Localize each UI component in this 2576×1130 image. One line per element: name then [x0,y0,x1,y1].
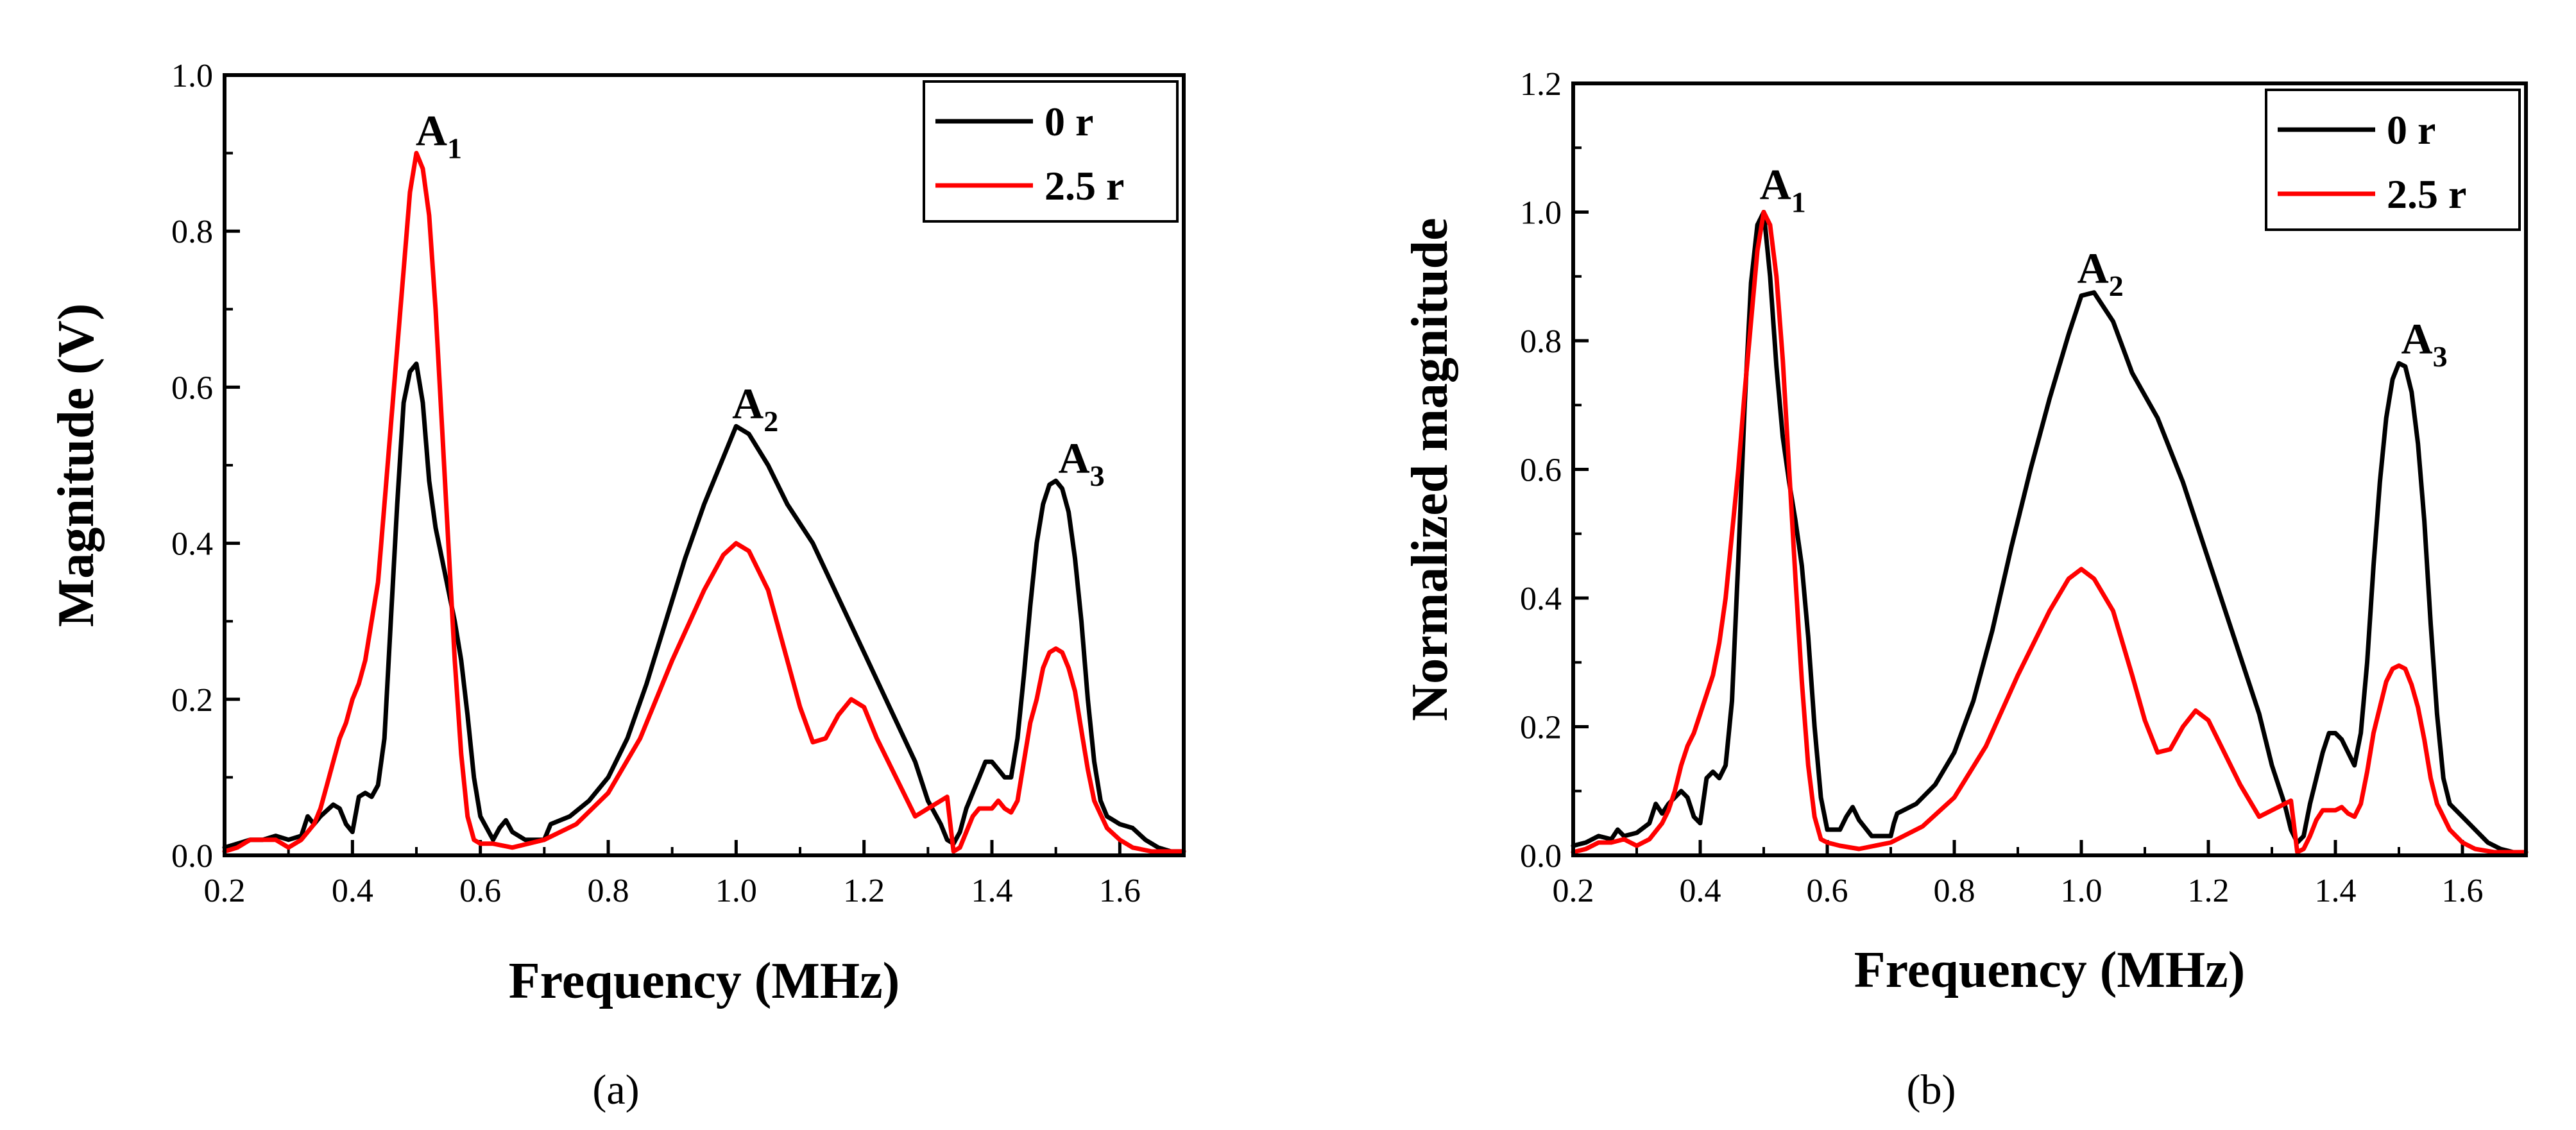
panel-b-y-tick-label: 0.8 [1520,323,1562,360]
panel-a-legend-label: 0 r [1045,99,1093,144]
panel-a-y-tick-label: 0.4 [171,526,213,563]
panel-a-y-axis-title: Magnitude (V) [48,304,105,627]
panel-b-series-line-0r [1571,210,2529,855]
panel-b-x-tick-label: 0.6 [1807,873,1848,909]
panel-b-x-tick-label: 0.4 [1680,873,1721,909]
panel-b-x-tick-label: 0.2 [1553,873,1594,909]
panel-a-legend: 0 r 2.5 r [923,80,1179,223]
panel-b-y-axis-title: Normalized magnitude [1402,218,1458,721]
panel-b-legend-label: 2.5 r [2387,171,2466,217]
panel-b-series [1571,210,2529,855]
panel-a-x-tick-label: 1.2 [843,873,885,909]
panel-b-y-tick-label: 0.0 [1520,838,1562,875]
panel-b-peak-label: A1 [1760,160,1806,218]
panel-a-x-tick-label: 1.0 [715,873,757,909]
panel-a-caption: (a) [592,1066,639,1113]
panel-a-x-tick-label: 0.2 [204,873,246,909]
panel-b-x-tick-label: 1.4 [2315,873,2357,909]
panel-b-legend-box [2265,89,2521,231]
panel-b-ticks: 0.2 0.4 0.6 0.8 1.0 1.2 1.4 1.60.00.20.40.60.81… [1520,66,2484,909]
panel-a-x-tick-label: 0.6 [459,873,501,909]
panel-a-series-line-2-5r [222,151,1186,854]
panel-b-y-tick-label: 1.2 [1520,66,1562,103]
panel-b-y-tick-label: 0.6 [1520,452,1562,489]
panel-b-legend-label: 0 r [2387,107,2435,153]
panel-a-x-tick-label: 0.8 [588,873,629,909]
panel-a-peak-label: A1 [416,106,462,164]
panel-a-x-tick-label: 1.4 [971,873,1013,909]
panel-b-frame [1571,81,2528,857]
panel-a-y-tick-label: 1.0 [171,58,213,94]
panel-b-x-tick-label: 1.0 [2061,873,2103,909]
panel-a-x-tick-label: 1.6 [1099,873,1141,909]
panel-a-legend-box [923,80,1179,223]
panel-b-x-axis-title: Frequency (MHz) [1854,942,2245,998]
panel-a-y-tick-label: 0.6 [171,370,213,406]
panel-b-x-tick-label: 1.2 [2188,873,2230,909]
panel-b-y-tick-label: 1.0 [1520,195,1562,232]
panel-a-x-tick-label: 0.4 [332,873,373,909]
panel-a-y-tick-label: 0.8 [171,214,213,250]
panel-a: 0.2 0.4 0.6 0.8 1.0 1.2 1.4 1.60.00.20.40.60.81… [48,58,1186,1113]
panel-a-y-tick-label: 0.2 [171,682,213,719]
panel-a-legend-label: 2.5 r [1045,163,1124,209]
panel-a-ticks: 0.2 0.4 0.6 0.8 1.0 1.2 1.4 1.60.00.20.40.60.81… [171,58,1141,909]
panel-b-caption: (b) [1907,1066,1956,1113]
panel-b-legend: 0 r 2.5 r [2265,89,2521,231]
panel-b-y-tick-label: 0.4 [1520,581,1562,617]
panel-a-peak-label: A3 [1058,434,1104,492]
panel-a-series [222,151,1186,854]
panel-b-series-line-2-5r [1571,210,2529,855]
panel-a-y-tick-label: 0.0 [171,838,213,875]
panel-b-peak-label: A3 [2401,314,2448,373]
panel-a-x-axis-title: Frequency (MHz) [509,953,900,1009]
panel-b-x-tick-label: 0.8 [1934,873,1975,909]
panel-b-y-tick-label: 0.2 [1520,710,1562,746]
panel-b-x-tick-label: 1.6 [2442,873,2484,909]
panel-a-series-line-0r [222,361,1186,854]
panel-a-frame [223,73,1186,857]
panel-b: 0.2 0.4 0.6 0.8 1.0 1.2 1.4 1.60.00.20.40.60.81… [1402,66,2529,1113]
